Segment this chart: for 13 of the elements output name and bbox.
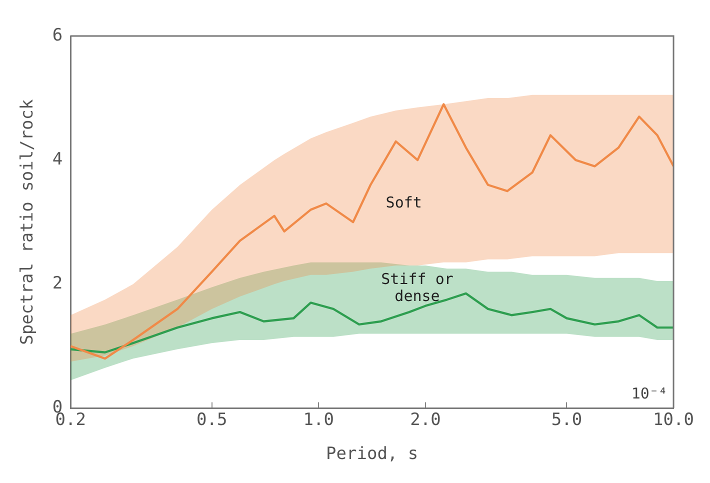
series-label: Stiff or dense — [381, 270, 454, 306]
x-tick-label: 5.0 — [551, 410, 582, 430]
y-tick-label: 2 — [52, 274, 63, 294]
x-tick-label: 0.5 — [196, 410, 228, 430]
x-tick-label: 10.0 — [653, 410, 694, 430]
series-label: Soft — [386, 193, 422, 212]
annotation: 10⁻⁴ — [631, 384, 668, 403]
y-tick-label: 6 — [52, 25, 63, 46]
y-axis-title: Spectral ratio soil/rock — [18, 99, 38, 345]
x-axis-title: Period, s — [326, 444, 418, 464]
x-tick-label: 2.0 — [410, 410, 441, 430]
x-tick-label: 1.0 — [303, 410, 334, 430]
y-tick-label: 4 — [52, 149, 63, 170]
